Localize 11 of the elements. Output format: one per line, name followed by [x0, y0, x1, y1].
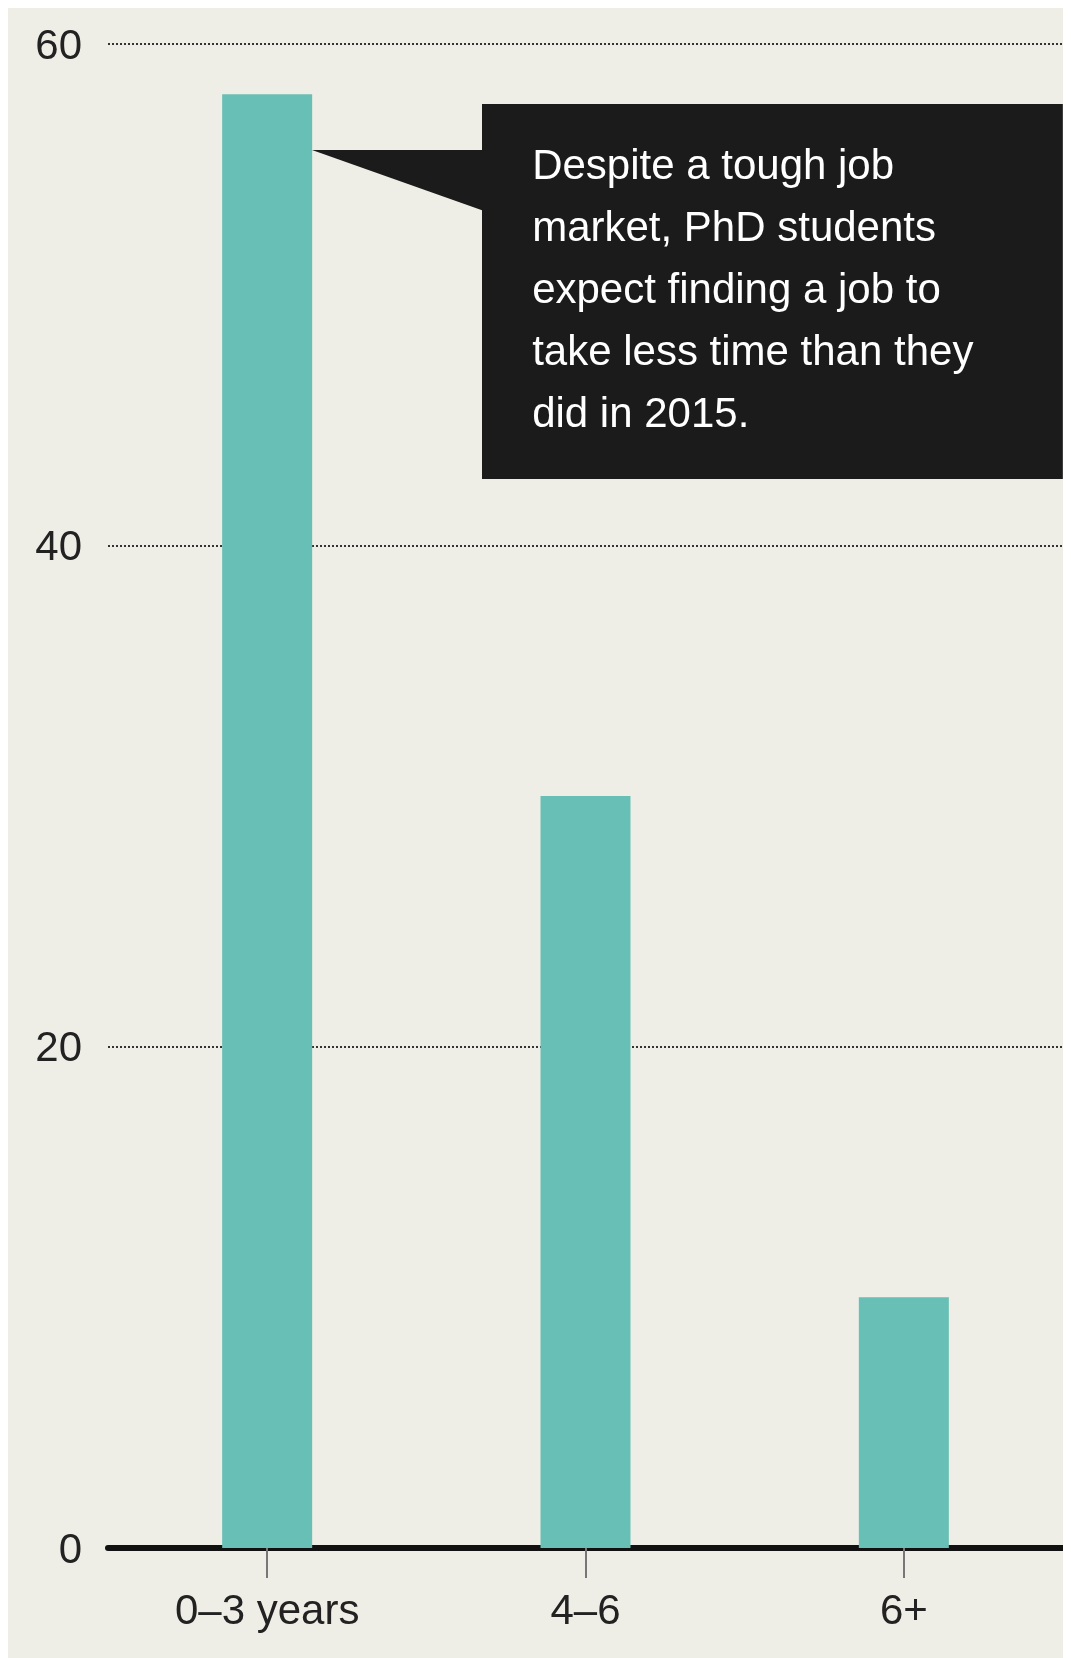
x-tick-label: 0–3 years [174, 1585, 360, 1633]
y-tick-label: 40 [35, 521, 82, 569]
x-tick-label: 6+ [879, 1585, 928, 1633]
bar [222, 94, 313, 1548]
x-tick-label: 4–6 [550, 1585, 621, 1633]
annotation: Despite a tough job market, PhD students expect finding a job to take less time than they did in 2015. [532, 141, 974, 437]
bar [540, 796, 631, 1548]
y-tick-label: 0 [58, 1524, 82, 1572]
bar [858, 1297, 949, 1548]
y-tick-label: 20 [35, 1023, 82, 1071]
y-tick-label: 60 [35, 20, 82, 68]
